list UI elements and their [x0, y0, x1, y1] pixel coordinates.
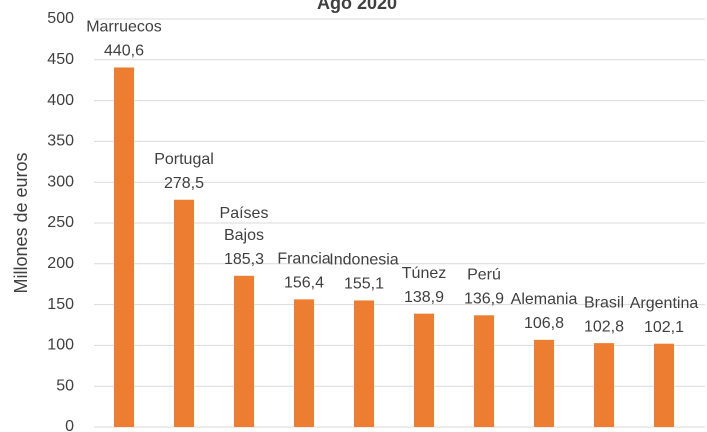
bar	[234, 275, 254, 427]
y-tick-label: 150	[47, 296, 74, 313]
category-label: Portugal	[154, 151, 214, 168]
data-label: 440,6	[104, 43, 144, 60]
category-label: Alemania	[511, 291, 578, 308]
y-tick-label: 350	[47, 133, 74, 150]
category-label: Indonesia	[329, 252, 398, 269]
data-label: 106,8	[524, 315, 564, 332]
data-label: 156,4	[284, 275, 324, 292]
category-label: Países Bajos	[220, 205, 269, 244]
bar	[594, 343, 614, 427]
y-tick-label: 100	[47, 337, 74, 354]
category-label: Argentina	[630, 295, 699, 312]
category-label: Brasil	[584, 294, 624, 311]
category-label: Francia	[277, 251, 330, 268]
y-tick-label: 50	[56, 377, 74, 394]
y-tick-label: 400	[47, 92, 74, 109]
bar	[654, 343, 674, 427]
bar	[294, 299, 314, 427]
data-label: 278,5	[164, 175, 204, 192]
data-label: 138,9	[404, 289, 444, 306]
data-label: 155,1	[344, 276, 384, 293]
y-tick-label: 500	[47, 10, 74, 27]
chart-title: Ago 2020	[317, 0, 397, 13]
y-tick-label: 450	[47, 51, 74, 68]
y-tick-label: 200	[47, 255, 74, 272]
category-label: Perú	[467, 267, 501, 284]
y-tick-label: 250	[47, 214, 74, 231]
bar	[474, 315, 494, 427]
data-label: 102,1	[644, 319, 684, 336]
bar	[414, 313, 434, 427]
category-label: Marruecos	[86, 19, 162, 36]
bar	[114, 67, 134, 427]
bar	[534, 339, 554, 427]
bar	[354, 300, 374, 427]
data-label: 102,8	[584, 318, 624, 335]
bar	[174, 199, 194, 427]
data-label: 136,9	[464, 291, 504, 308]
y-axis-label: Millones de euros	[11, 152, 31, 293]
data-label: 185,3	[224, 251, 264, 268]
category-label: Túnez	[402, 265, 446, 282]
y-tick-label: 0	[65, 418, 74, 432]
y-tick-label: 300	[47, 173, 74, 190]
